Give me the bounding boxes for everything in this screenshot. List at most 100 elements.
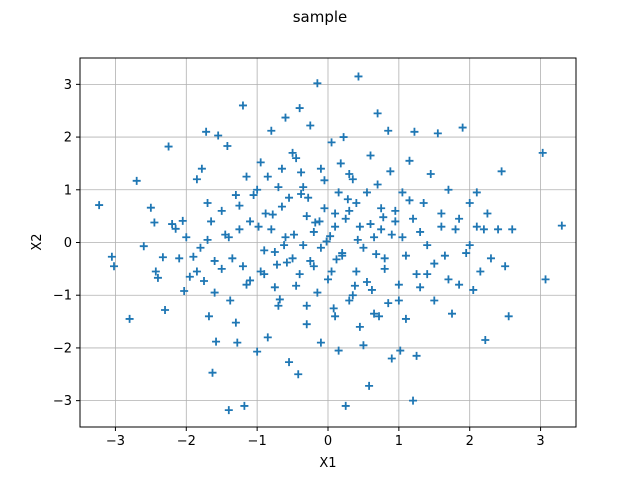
data-point	[299, 183, 308, 192]
data-point	[192, 267, 201, 276]
data-point	[380, 264, 389, 273]
data-point	[458, 123, 467, 132]
data-point	[332, 255, 341, 264]
data-point	[242, 172, 251, 181]
data-point	[430, 296, 439, 305]
x-tick-label: −1	[248, 434, 267, 449]
data-point	[423, 241, 432, 250]
data-point	[419, 198, 428, 207]
data-point	[362, 278, 371, 287]
data-point	[302, 301, 311, 310]
data-point	[444, 185, 453, 194]
data-point	[295, 104, 304, 113]
data-point	[253, 347, 262, 356]
data-point	[350, 281, 359, 290]
data-point	[398, 188, 407, 197]
data-point	[481, 336, 490, 345]
data-point	[444, 275, 453, 284]
y-tick-label: 3	[64, 78, 72, 93]
data-point	[336, 159, 345, 168]
data-point	[430, 259, 439, 268]
data-point	[373, 180, 382, 189]
data-point	[352, 198, 361, 207]
data-point	[224, 233, 233, 242]
data-point	[249, 191, 258, 200]
data-point	[203, 198, 212, 207]
data-point	[372, 250, 381, 259]
data-point	[405, 196, 414, 205]
data-point	[274, 301, 283, 310]
data-point	[214, 131, 223, 140]
data-point	[396, 346, 405, 355]
data-point	[331, 209, 340, 218]
data-point	[316, 243, 325, 252]
data-point	[228, 254, 237, 263]
data-point	[267, 126, 276, 135]
data-point	[277, 202, 286, 211]
data-point	[538, 148, 547, 157]
data-point	[277, 164, 286, 173]
data-point	[285, 358, 294, 367]
data-point	[326, 232, 335, 241]
x-tick-label: 1	[395, 434, 403, 449]
data-point	[316, 338, 325, 347]
data-point	[409, 214, 418, 223]
data-point	[178, 216, 187, 225]
data-point	[327, 267, 336, 276]
data-point	[345, 296, 354, 305]
data-point	[401, 314, 410, 323]
data-point	[235, 225, 244, 234]
data-point	[483, 209, 492, 218]
data-point	[405, 156, 414, 165]
data-point	[189, 252, 198, 261]
data-point	[479, 225, 488, 234]
data-point	[313, 79, 322, 88]
data-point	[150, 218, 159, 227]
data-point	[139, 242, 148, 251]
data-point	[353, 235, 362, 244]
data-point	[275, 295, 284, 304]
data-point	[394, 296, 403, 305]
data-points	[95, 72, 566, 415]
data-point	[207, 217, 216, 226]
data-point	[282, 258, 291, 267]
data-point	[272, 260, 281, 269]
data-point	[384, 299, 393, 308]
data-point	[433, 129, 442, 138]
data-point	[504, 312, 513, 321]
data-point	[416, 283, 425, 292]
data-point	[367, 285, 376, 294]
data-point	[497, 167, 506, 176]
data-point	[212, 337, 221, 346]
data-point	[311, 218, 320, 227]
data-point	[289, 230, 298, 239]
data-point	[203, 235, 212, 244]
data-point	[313, 288, 322, 297]
data-point	[210, 256, 219, 265]
data-point	[472, 188, 481, 197]
data-point	[285, 193, 294, 202]
y-tick-label: 1	[64, 183, 72, 198]
data-point	[412, 270, 421, 279]
data-point	[386, 167, 395, 176]
data-point	[297, 190, 306, 199]
data-point	[292, 281, 301, 290]
data-point	[254, 222, 263, 231]
data-point	[297, 168, 306, 177]
data-point	[465, 241, 474, 250]
data-point	[302, 212, 311, 221]
data-point	[231, 191, 240, 200]
data-point	[379, 213, 388, 222]
data-point	[299, 241, 308, 250]
data-point	[437, 222, 446, 231]
data-point	[354, 72, 363, 81]
data-point	[306, 256, 315, 265]
data-point	[320, 204, 329, 213]
chart-title: sample	[293, 8, 348, 26]
data-point	[412, 351, 421, 360]
data-point	[359, 243, 368, 252]
data-point	[331, 222, 340, 231]
data-point	[180, 286, 189, 295]
data-point	[288, 148, 297, 157]
